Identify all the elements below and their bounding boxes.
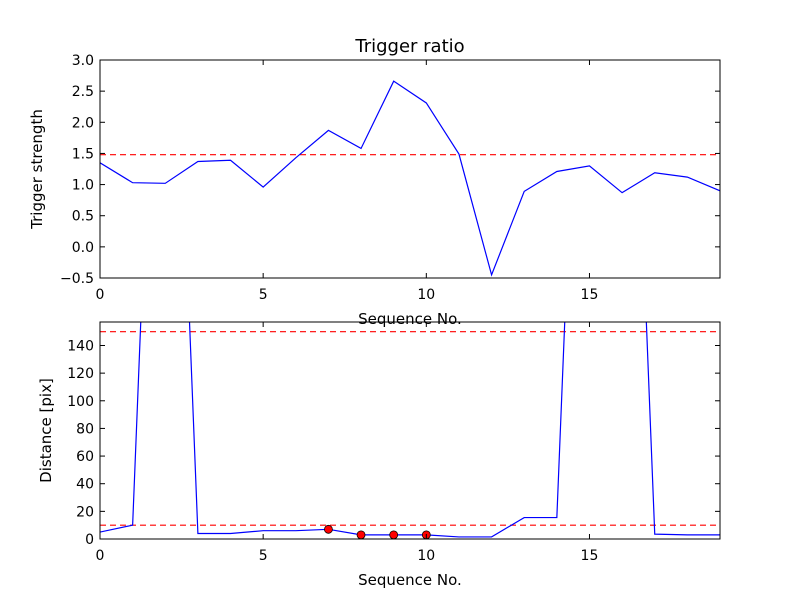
y-tick-label: 100 [67,394,94,410]
y-tick-label: 80 [76,421,94,437]
distance-chart: 0 5 10 15 0 20 40 60 80 100 120 140 Sequence No. Dist… [37,321,721,589]
y-tick-label: 0.0 [72,240,94,256]
x-tick-label: 10 [417,287,435,303]
y-tick-label: −0.5 [60,271,94,287]
trigger-ratio-chart: 0 5 10 15 −0.5 0.0 0.5 1.0 1.5 2.0 2.5 3.0 Trigger r… [28,36,721,328]
x-tick-label: 0 [96,287,105,303]
series-line-0 [100,322,720,538]
plot-area [100,80,720,277]
axes-frame [99,59,721,279]
x-axis-label: Sequence No. [358,310,462,328]
axes-frame [99,321,721,540]
y-tick-label: 120 [67,366,94,382]
y-tick-label: 1.5 [72,146,94,162]
y-tick-label: 0.5 [72,209,94,225]
y-tick-label: 1.0 [72,178,94,194]
y-tick-label: 0 [85,532,94,548]
x-tick-label: 15 [581,548,599,564]
x-tick-label: 10 [417,548,435,564]
marker-point-2 [389,530,399,539]
marker-point-1 [356,530,366,539]
x-tick-label: 0 [96,548,105,564]
y-tick-label: 2.0 [72,115,94,131]
y-axis-label: Distance [pix] [37,378,55,483]
series-line-0 [100,80,720,277]
y-tick-label: 2.5 [72,84,94,100]
x-axis-label: Sequence No. [358,571,462,589]
y-tick-label: 40 [76,477,94,493]
x-tick-label: 5 [259,287,268,303]
chart-title: Trigger ratio [354,36,464,57]
y-tick-label: 20 [76,504,94,520]
marker-point-0 [324,524,333,534]
x-tick-label: 5 [259,548,268,564]
y-tick-label: 60 [76,449,94,465]
y-tick-label: 3.0 [72,53,94,69]
y-tick-label: 140 [67,338,94,354]
x-tick-label: 15 [581,287,599,303]
y-axis-label: Trigger strength [28,109,46,230]
